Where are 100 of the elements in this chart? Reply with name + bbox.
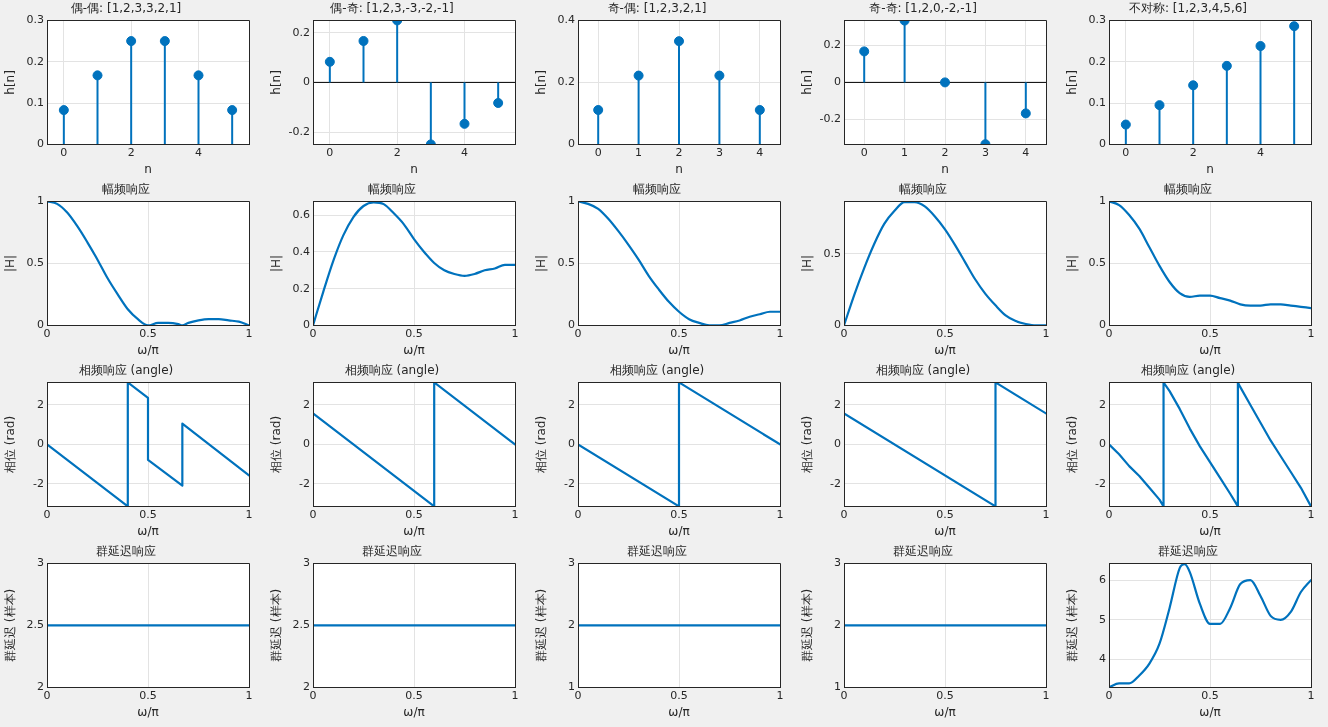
point bbox=[593, 104, 604, 115]
y-tick-label: 0 bbox=[37, 437, 44, 451]
y-tick-label: 0.2 bbox=[292, 281, 310, 295]
chart-title: 奇-偶: [1,2,3,2,1] bbox=[607, 1, 707, 16]
point bbox=[1154, 100, 1165, 111]
x-tick-label: 0.5 bbox=[139, 507, 157, 521]
x-axis-title: n bbox=[675, 161, 683, 176]
x-tick-label: 1 bbox=[1042, 688, 1049, 702]
line-series bbox=[578, 201, 780, 326]
y-axis-title: h[n] bbox=[3, 70, 18, 95]
x-tick-label: 1 bbox=[1307, 688, 1315, 702]
y-tick-label: 6 bbox=[1099, 572, 1106, 586]
chart-title: 相频响应 (angle) bbox=[78, 363, 174, 378]
chart-title: 偶-奇: [1,2,3,-3,-2,-1] bbox=[329, 1, 454, 16]
chart-title: 群延迟响应 bbox=[361, 544, 422, 559]
x-tick-label: 1 bbox=[511, 326, 518, 340]
y-tick-label: 0.3 bbox=[26, 13, 44, 27]
y-tick-label: 0.5 bbox=[1088, 256, 1106, 270]
y-tick-label: 0.2 bbox=[557, 75, 575, 89]
x-axis-title: ω/π bbox=[137, 523, 159, 538]
y-tick-label: 3 bbox=[833, 556, 841, 570]
line-series bbox=[1109, 563, 1311, 688]
x-tick-label: 4 bbox=[1257, 145, 1264, 159]
line-series bbox=[312, 201, 515, 326]
y-tick-label: 0.4 bbox=[557, 13, 575, 27]
y-axis-title: 群延迟 (样本) bbox=[1065, 588, 1080, 662]
y-tick-label: 0.5 bbox=[26, 256, 44, 270]
x-tick-label: 1 bbox=[511, 688, 518, 702]
x-axis-title: n bbox=[409, 161, 418, 176]
point bbox=[1120, 119, 1131, 130]
x-tick-label: 4 bbox=[460, 145, 468, 159]
y-axis-title: |H| bbox=[3, 254, 18, 272]
x-tick-label: 1 bbox=[511, 507, 518, 521]
x-tick-label: 1 bbox=[900, 145, 908, 159]
x-tick-label: 2 bbox=[1189, 145, 1197, 159]
x-tick-label: 4 bbox=[195, 145, 202, 159]
x-axis-title: n bbox=[144, 161, 152, 176]
point bbox=[1221, 60, 1232, 71]
y-axis-title: h[n] bbox=[534, 70, 549, 95]
x-tick-label: 0.5 bbox=[1201, 326, 1219, 340]
y-tick-label: 0 bbox=[833, 437, 841, 451]
y-tick-label: 0.3 bbox=[1088, 13, 1106, 27]
x-tick-label: 1 bbox=[776, 507, 784, 521]
x-axis-title: ω/π bbox=[668, 523, 690, 538]
x-axis-title: ω/π bbox=[668, 342, 690, 357]
point bbox=[92, 70, 103, 81]
x-tick-label: 0.5 bbox=[935, 688, 954, 702]
point bbox=[1020, 108, 1031, 119]
x-axis-title: ω/π bbox=[933, 342, 956, 357]
y-axis-title: 相位 (rad) bbox=[799, 415, 814, 473]
y-tick-label: 0.1 bbox=[26, 95, 44, 109]
x-axis-title: ω/π bbox=[137, 342, 159, 357]
x-axis-title: ω/π bbox=[137, 704, 159, 719]
x-axis-title: ω/π bbox=[402, 523, 425, 538]
y-axis-title: |H| bbox=[268, 254, 283, 272]
x-tick-label: 0.5 bbox=[935, 326, 954, 340]
y-tick-label: 0.2 bbox=[823, 38, 841, 52]
y-axis-title: h[n] bbox=[268, 70, 283, 95]
chart-title: 相频响应 (angle) bbox=[609, 363, 705, 378]
y-tick-label: 2 bbox=[833, 397, 841, 411]
x-tick-label: 1 bbox=[1307, 507, 1315, 521]
x-tick-label: 4 bbox=[1021, 145, 1029, 159]
y-tick-label: -2 bbox=[1095, 476, 1106, 490]
x-axis-title: ω/π bbox=[668, 704, 690, 719]
y-axis-title: h[n] bbox=[1065, 70, 1080, 95]
point bbox=[1289, 21, 1300, 32]
point bbox=[1188, 80, 1199, 91]
x-axis-title: ω/π bbox=[1199, 342, 1221, 357]
y-tick-label: 0.5 bbox=[557, 256, 575, 270]
chart-title: 相频响应 (angle) bbox=[875, 363, 970, 378]
y-tick-label: 0 bbox=[568, 437, 575, 451]
x-tick-label: 2 bbox=[941, 145, 948, 159]
chart-title: 相频响应 (angle) bbox=[344, 363, 439, 378]
y-tick-label: 0 bbox=[1099, 437, 1106, 451]
point bbox=[754, 104, 765, 115]
x-tick-label: 2 bbox=[127, 145, 135, 159]
x-tick-label: 0 bbox=[325, 145, 333, 159]
y-tick-label: 0.4 bbox=[292, 244, 310, 258]
x-axis-title: ω/π bbox=[933, 704, 956, 719]
y-tick-label: 2 bbox=[1099, 397, 1106, 411]
x-axis-title: n bbox=[1206, 161, 1214, 176]
x-tick-label: 0 bbox=[60, 145, 68, 159]
y-tick-label: 3 bbox=[568, 556, 575, 570]
line-series bbox=[47, 201, 249, 326]
y-tick-label: 2 bbox=[833, 618, 841, 632]
x-tick-label: 3 bbox=[715, 145, 723, 159]
x-tick-label: 0.5 bbox=[1201, 688, 1219, 702]
y-tick-label: 4 bbox=[1099, 652, 1106, 666]
x-tick-label: 1 bbox=[1307, 326, 1315, 340]
chart-title: 群延迟响应 bbox=[1158, 544, 1218, 559]
point bbox=[1255, 41, 1266, 52]
x-tick-label: 0.5 bbox=[670, 326, 688, 340]
chart-title: 群延迟响应 bbox=[627, 544, 687, 559]
y-axis-title: 群延迟 (样本) bbox=[268, 588, 283, 662]
chart-title: 不对称: [1,2,3,4,5,6] bbox=[1128, 1, 1248, 16]
y-axis-title: |H| bbox=[534, 254, 549, 272]
y-tick-label: 0 bbox=[302, 437, 310, 451]
x-tick-label: 0.5 bbox=[404, 688, 423, 702]
y-tick-label: 2 bbox=[568, 397, 575, 411]
y-tick-label: 3 bbox=[37, 556, 44, 570]
